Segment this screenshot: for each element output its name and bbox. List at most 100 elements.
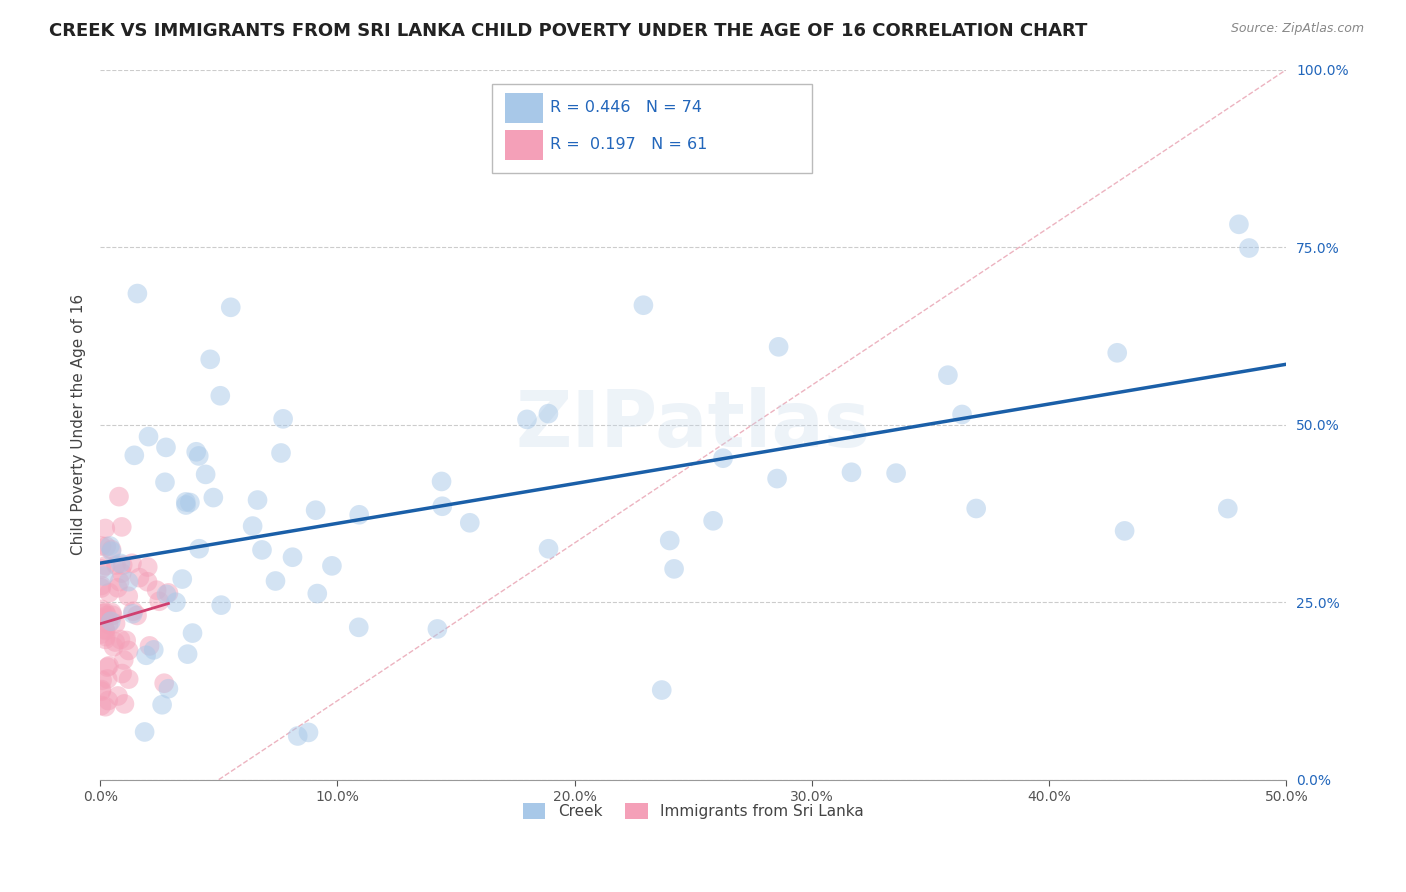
Point <box>711 451 734 466</box>
Point <box>287 729 309 743</box>
Point <box>104 635 127 649</box>
Text: CREEK VS IMMIGRANTS FROM SRI LANKA CHILD POVERTY UNDER THE AGE OF 16 CORRELATION: CREEK VS IMMIGRANTS FROM SRI LANKA CHILD… <box>49 22 1088 40</box>
FancyBboxPatch shape <box>492 84 811 172</box>
Point <box>90 698 112 713</box>
Point <box>157 586 180 600</box>
Point <box>174 495 197 509</box>
Point <box>97 617 120 632</box>
Point <box>117 643 139 657</box>
Point <box>202 491 225 505</box>
Point <box>136 560 159 574</box>
Point <box>100 544 122 558</box>
Point <box>347 620 370 634</box>
Point <box>98 658 121 673</box>
Point <box>96 540 118 554</box>
Point <box>186 444 208 458</box>
Point <box>307 586 329 600</box>
Point <box>297 725 319 739</box>
Y-axis label: Child Poverty Under the Age of 16: Child Poverty Under the Age of 16 <box>72 294 86 555</box>
Text: R = 0.446   N = 74: R = 0.446 N = 74 <box>550 100 702 115</box>
Point <box>124 448 146 462</box>
Point <box>965 501 987 516</box>
Point <box>94 630 117 644</box>
Point <box>94 606 117 620</box>
Point <box>264 574 287 588</box>
Point <box>188 541 211 556</box>
Point <box>176 647 198 661</box>
Point <box>134 725 156 739</box>
Point <box>108 490 131 504</box>
Point <box>209 389 232 403</box>
Point <box>107 689 129 703</box>
Point <box>108 574 131 589</box>
Point <box>155 587 177 601</box>
Legend: Creek, Immigrants from Sri Lanka: Creek, Immigrants from Sri Lanka <box>516 797 870 825</box>
Point <box>662 562 685 576</box>
Point <box>91 607 114 621</box>
Text: R =  0.197   N = 61: R = 0.197 N = 61 <box>550 136 707 152</box>
Point <box>105 558 128 573</box>
Point <box>250 543 273 558</box>
Point <box>96 660 118 674</box>
Point <box>145 583 167 598</box>
FancyBboxPatch shape <box>505 130 543 160</box>
Point <box>219 301 242 315</box>
Text: Source: ZipAtlas.com: Source: ZipAtlas.com <box>1230 22 1364 36</box>
Point <box>155 441 177 455</box>
Point <box>200 352 222 367</box>
Point <box>118 672 141 686</box>
Point <box>768 340 790 354</box>
Point <box>242 519 264 533</box>
Point <box>426 622 449 636</box>
Point <box>187 449 209 463</box>
Point <box>117 574 139 589</box>
Point <box>115 633 138 648</box>
Point <box>153 475 176 490</box>
Point <box>97 693 120 707</box>
Point <box>94 624 117 638</box>
Point <box>304 503 326 517</box>
Point <box>1114 524 1136 538</box>
Point <box>789 148 811 162</box>
Point <box>153 676 176 690</box>
Point <box>101 608 124 623</box>
Point <box>103 640 125 654</box>
Text: ZIPatlas: ZIPatlas <box>516 386 870 463</box>
Point <box>94 699 117 714</box>
Point <box>90 627 112 641</box>
Point <box>100 606 122 620</box>
Point <box>1216 501 1239 516</box>
Point <box>1107 346 1129 360</box>
Point <box>100 542 122 557</box>
Point <box>111 666 134 681</box>
Point <box>94 632 117 647</box>
Point <box>1227 217 1250 231</box>
Point <box>121 607 143 621</box>
Point <box>90 562 112 576</box>
Point <box>633 298 655 312</box>
Point <box>841 465 863 479</box>
Point <box>281 550 304 565</box>
Point <box>98 585 121 599</box>
Point <box>179 495 201 509</box>
Point <box>174 498 197 512</box>
Point <box>112 697 135 711</box>
Point <box>98 539 121 553</box>
Point <box>94 623 117 637</box>
Point <box>537 407 560 421</box>
Point <box>138 429 160 443</box>
Point <box>702 514 724 528</box>
Point <box>122 604 145 618</box>
Point <box>651 683 673 698</box>
Point <box>1237 241 1260 255</box>
Point <box>90 578 112 592</box>
Point <box>100 615 122 629</box>
Point <box>104 616 127 631</box>
Point <box>111 566 134 581</box>
Point <box>270 446 292 460</box>
Point <box>111 558 134 573</box>
Point <box>165 595 187 609</box>
Point <box>148 594 170 608</box>
Point <box>110 557 132 571</box>
Point <box>97 672 120 686</box>
